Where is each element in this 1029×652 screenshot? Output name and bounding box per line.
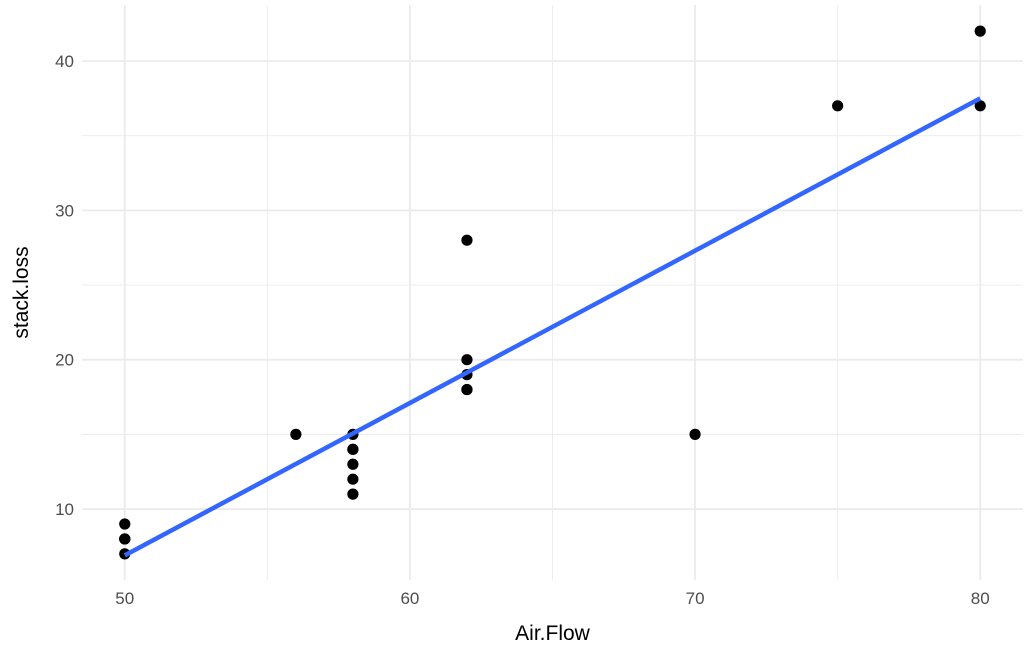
y-axis-tick-labels: 10 20 30 40 [55,52,74,519]
data-point [832,100,844,112]
x-tick-label: 50 [115,589,134,608]
data-point [974,25,986,37]
y-tick-label: 10 [55,500,74,519]
data-point [119,518,131,530]
data-point [347,473,359,485]
major-gridlines [82,5,1023,580]
data-point [347,458,359,470]
regression-line [123,96,982,558]
x-axis-title: Air.Flow [515,622,591,645]
y-tick-label: 40 [55,52,74,71]
minor-gridlines [82,5,1023,580]
y-axis-title: stack.loss [10,246,33,338]
data-point [290,428,302,440]
y-tick-label: 20 [55,351,74,370]
data-point [461,234,473,246]
data-point [119,533,131,545]
data-point [689,428,701,440]
data-point [347,488,359,500]
x-axis-tick-labels: 50 60 70 80 [115,589,989,608]
y-tick-label: 30 [55,201,74,220]
x-tick-label: 70 [686,589,705,608]
x-tick-label: 80 [971,589,990,608]
regression-line-layer [123,96,982,558]
data-point [461,383,473,396]
data-point [347,443,359,455]
x-tick-label: 60 [400,589,419,608]
data-point [461,354,473,366]
data-point [974,100,986,112]
